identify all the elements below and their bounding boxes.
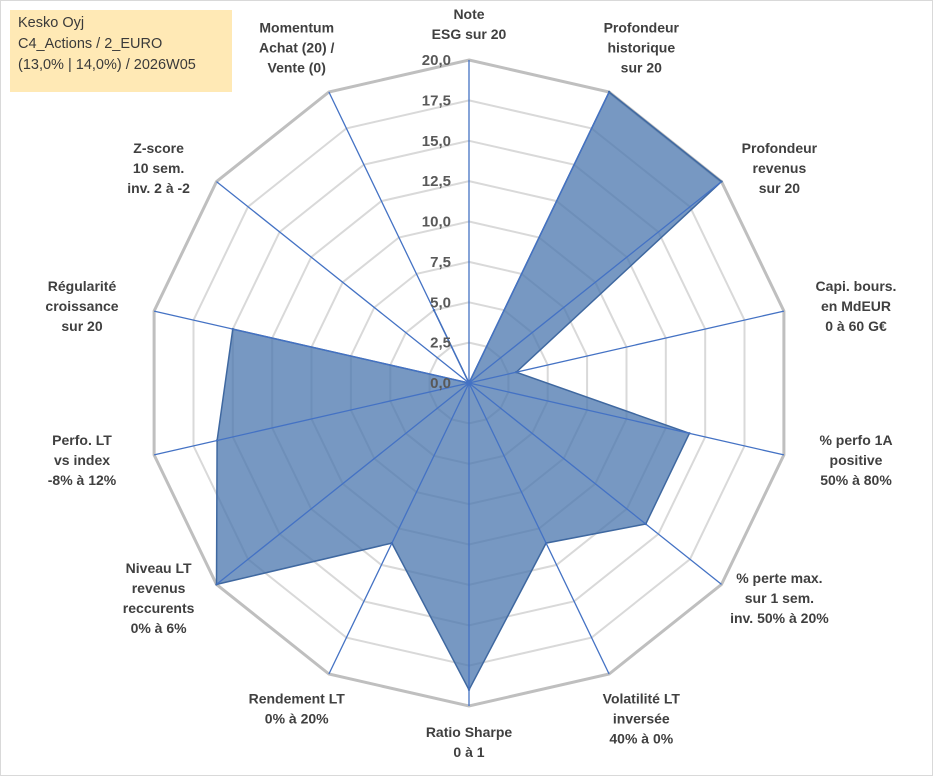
axis-label: Z-score <box>133 140 184 156</box>
axis-label: Régularité <box>48 278 117 294</box>
axis-label: Ratio Sharpe <box>426 724 513 740</box>
axis-label: sur 1 sem. <box>745 590 814 606</box>
axis-label: inv. 2 à -2 <box>127 180 190 196</box>
tick-label: 15,0 <box>422 133 451 150</box>
radar-spokes <box>153 60 785 706</box>
spoke-line <box>468 382 785 456</box>
axis-label: 50% à 80% <box>820 472 892 488</box>
company-name: Kesko Oyj <box>18 15 85 31</box>
axis-label: 10 sem. <box>133 160 184 176</box>
tick-label: 2,5 <box>430 335 451 352</box>
axis-label: Rendement LT <box>249 691 346 707</box>
axis-label: Achat (20) / <box>259 39 335 55</box>
axis-label: historique <box>607 39 675 55</box>
axis-label: Volatilité LT <box>603 691 681 707</box>
axis-label: inv. 50% à 20% <box>730 610 829 626</box>
axis-label: positive <box>830 452 883 468</box>
performance-period: (13,0% | 14,0%) / 2026W05 <box>18 57 196 73</box>
axis-label: vs index <box>54 452 110 468</box>
tick-label: 20,0 <box>422 52 451 69</box>
axis-label: revenus <box>132 580 186 596</box>
axis-label: Profondeur <box>604 19 680 35</box>
tick-label: 12,5 <box>422 173 451 190</box>
axis-label: sur 20 <box>61 318 102 334</box>
axis-label: Niveau LT <box>126 560 192 576</box>
axis-label: en MdEUR <box>821 298 891 314</box>
axis-label: 40% à 0% <box>609 731 673 747</box>
tick-label: 7,5 <box>430 254 451 271</box>
axis-label: inversée <box>613 711 670 727</box>
axis-label: Capi. bours. <box>816 278 897 294</box>
axis-label: Vente (0) <box>268 59 326 75</box>
axis-label: croissance <box>45 298 118 314</box>
spoke-line <box>153 382 470 456</box>
spoke-line <box>468 91 610 384</box>
axis-label: 0 à 60 G€ <box>825 318 887 334</box>
spoke-line <box>468 382 610 675</box>
axis-label: ESG sur 20 <box>432 26 507 42</box>
axis-label: sur 20 <box>621 59 662 75</box>
tick-label: 0,0 <box>430 375 451 392</box>
axis-label: 0 à 1 <box>453 744 484 760</box>
spoke-line <box>328 91 470 384</box>
spoke-line <box>216 181 470 384</box>
axis-label: Momentum <box>259 19 334 35</box>
spoke-line <box>153 310 470 384</box>
axis-label: Perfo. LT <box>52 432 112 448</box>
spoke-line <box>468 382 722 585</box>
axis-label: -8% à 12% <box>48 472 117 488</box>
axis-label: Profondeur <box>742 140 818 156</box>
tick-label: 5,0 <box>430 294 451 311</box>
axis-label: 0% à 20% <box>265 711 329 727</box>
axis-label: % perfo 1A <box>819 432 892 448</box>
spoke-line <box>468 310 785 384</box>
axis-label: % perte max. <box>736 570 822 586</box>
spoke-line <box>328 382 470 675</box>
spoke-line <box>468 181 722 384</box>
spoke-line <box>216 382 470 585</box>
axis-label: 0% à 6% <box>131 620 188 636</box>
axis-label: sur 20 <box>759 180 800 196</box>
portfolio-category: C4_Actions / 2_EURO <box>18 36 163 52</box>
tick-label: 10,0 <box>422 214 451 231</box>
radial-tick-labels: 0,0 2,5 5,0 7,5 10,0 12,5 15,0 17,5 20,0 <box>422 52 451 392</box>
info-box: Kesko Oyj C4_Actions / 2_EURO (13,0% | 1… <box>10 10 232 92</box>
axis-label: Note <box>453 6 484 22</box>
axis-label: revenus <box>753 160 807 176</box>
axis-label: reccurents <box>123 600 195 616</box>
tick-label: 17,5 <box>422 92 451 109</box>
axis-labels: Note ESG sur 20 Profondeur historique sur 20… <box>45 6 896 760</box>
